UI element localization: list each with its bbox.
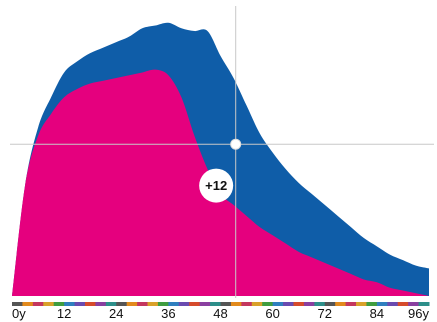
value-badge: +12 [199, 168, 234, 203]
value-badge-circle [199, 168, 234, 203]
axis-strip-segment [210, 302, 222, 306]
axis-strip-segment [105, 302, 117, 306]
axis-strip-segment [137, 302, 149, 306]
axis-strip-segment [376, 302, 388, 306]
axis-strip-segment [157, 302, 169, 306]
axis-strip-segment [64, 302, 76, 306]
x-tick-label: 36 [161, 306, 175, 321]
x-tick-label: 24 [109, 306, 123, 321]
area-series-0 [12, 69, 429, 297]
axis-strip-segment [283, 302, 294, 306]
axis-strip-segment [387, 302, 399, 306]
axis-strip-segment [22, 302, 34, 306]
axis-strip-segment [418, 302, 430, 306]
x-tick-label: 0y [12, 306, 26, 321]
value-badge-label: +12 [205, 178, 227, 193]
axis-strip-segment [314, 302, 326, 306]
axis-strip-segment [356, 302, 367, 306]
axis-strip-segment [199, 302, 211, 306]
axis-color-strip [12, 302, 430, 306]
axis-strip-segment [220, 302, 232, 306]
axis-strip-segment [272, 302, 284, 306]
axis-strip-segment [84, 302, 96, 306]
axis-strip-segment [126, 302, 138, 306]
axis-strip-segment [324, 302, 336, 306]
axis-strip-segment [53, 302, 65, 306]
x-axis-ticks: 0y 12 24 36 48 60 72 84 96y [12, 306, 429, 321]
axis-strip-segment [43, 302, 55, 306]
x-tick-label: 48 [213, 306, 227, 321]
axis-strip-segment [32, 302, 44, 306]
axis-strip-segment [189, 302, 201, 306]
axis-strip-segment [147, 302, 159, 306]
x-tick-label: 12 [57, 306, 71, 321]
x-tick-label: 60 [265, 306, 279, 321]
axis-strip-segment [12, 302, 23, 306]
axis-strip-segment [241, 302, 253, 306]
axis-strip-segment [303, 302, 315, 306]
axis-strip-segment [95, 302, 107, 306]
axis-strip-segment [262, 302, 274, 306]
axis-strip-segment [293, 302, 305, 306]
axis-strip-segment [116, 302, 128, 306]
area-series-group [12, 22, 429, 297]
axis-strip-segment [408, 302, 420, 306]
x-tick-label: 84 [370, 306, 384, 321]
axis-strip-segment [230, 302, 242, 306]
x-tick-label: 72 [318, 306, 332, 321]
axis-strip-segment [366, 302, 378, 306]
axis-strip-segment [251, 302, 263, 306]
crosshair[interactable] [10, 6, 434, 298]
axis-strip-segment [178, 302, 190, 306]
axis-strip-segment [345, 302, 357, 306]
crosshair-handle[interactable] [230, 138, 242, 150]
x-tick-label: 96y [408, 306, 429, 321]
axis-strip-segment [335, 302, 347, 306]
axis-strip-segment [74, 302, 86, 306]
axis-strip-segment [168, 302, 180, 306]
axis-strip-segment [397, 302, 409, 306]
